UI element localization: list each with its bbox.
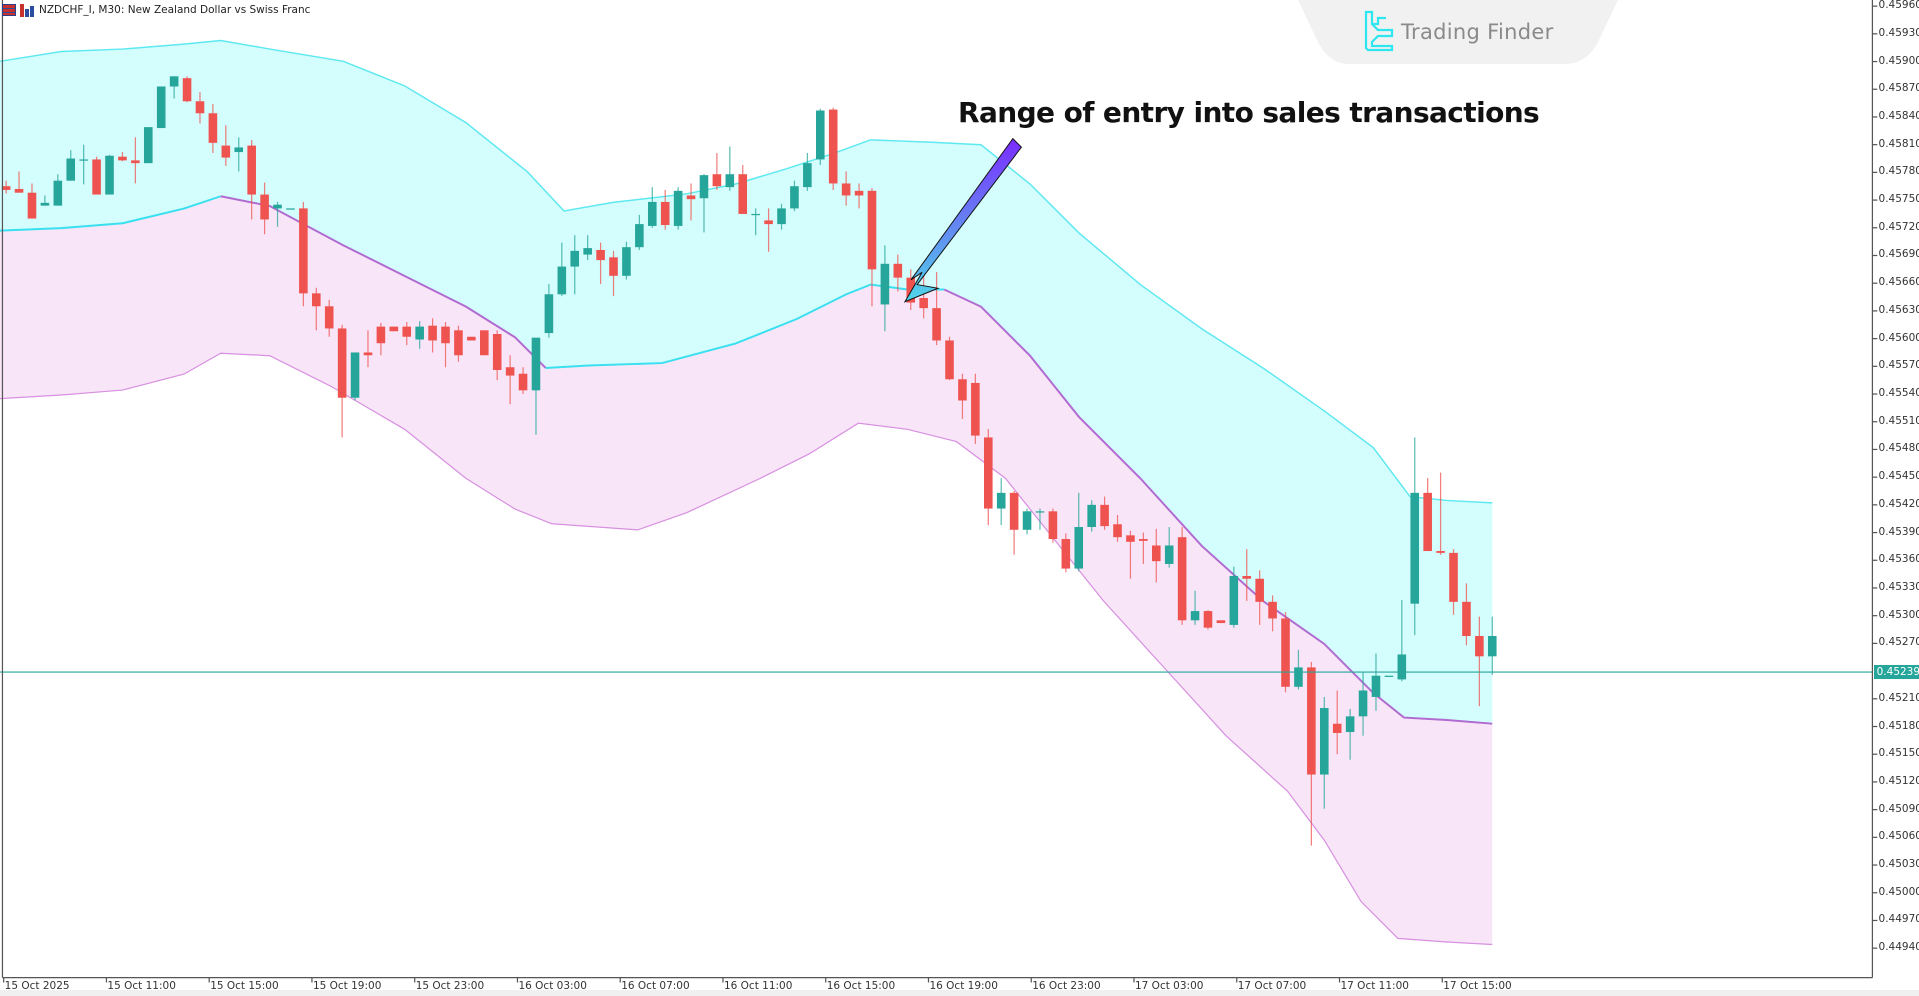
time-tick-label: 16 Oct 15:00: [826, 980, 896, 993]
time-tick-label: 15 Oct 2025: [4, 980, 70, 993]
chart-title: NZDCHF_I, M30: New Zealand Dollar vs Swi…: [39, 4, 311, 16]
price-tick-label: 0.45390: [1878, 525, 1919, 538]
candlesticks: [1, 76, 1497, 846]
price-tick-label: 0.44940: [1878, 941, 1919, 954]
price-tick-label: 0.45270: [1878, 636, 1919, 649]
price-tick-label: 0.45630: [1878, 303, 1919, 316]
price-tick-label: 0.45030: [1878, 858, 1919, 871]
price-tick-label: 0.45360: [1878, 553, 1919, 566]
price-tick-label: 0.45090: [1878, 802, 1919, 815]
price-tick-label: 0.45750: [1878, 193, 1919, 206]
annotation-text: Range of entry into sales transactions: [958, 96, 1540, 129]
time-tick-label: 17 Oct 07:00: [1237, 980, 1307, 993]
trading-finder-logo-icon: [1364, 10, 1394, 52]
price-tick-label: 0.45960: [1878, 0, 1919, 12]
price-axis-ticks: [1872, 5, 1878, 949]
trading-finder-watermark: Trading Finder: [1298, 0, 1618, 66]
chart-grid-icon[interactable]: [2, 4, 16, 16]
time-tick-label: 15 Oct 15:00: [210, 980, 279, 993]
price-tick-label: 0.45450: [1878, 470, 1919, 483]
time-tick-label: 17 Oct 11:00: [1340, 980, 1409, 993]
time-tick-label: 17 Oct 15:00: [1443, 980, 1512, 993]
time-tick-label: 15 Oct 19:00: [312, 980, 382, 993]
time-tick-label: 16 Oct 19:00: [929, 980, 998, 993]
price-tick-label: 0.45180: [1878, 719, 1919, 732]
price-tick-label: 0.45570: [1878, 359, 1919, 372]
time-tick-label: 15 Oct 11:00: [107, 980, 176, 993]
time-tick-label: 16 Oct 23:00: [1032, 980, 1101, 993]
price-tick-label: 0.45660: [1878, 276, 1919, 289]
current-price-badge: 0.45239: [1873, 665, 1919, 680]
price-tick-label: 0.45930: [1878, 26, 1919, 39]
time-tick-label: 16 Oct 11:00: [723, 980, 793, 993]
price-tick-label: 0.45540: [1878, 387, 1919, 400]
price-tick-label: 0.44970: [1878, 913, 1919, 926]
price-tick-label: 0.45810: [1878, 137, 1919, 150]
price-tick-label: 0.45510: [1878, 414, 1919, 427]
price-tick-label: 0.45000: [1878, 885, 1919, 898]
time-tick-label: 16 Oct 07:00: [621, 980, 690, 993]
time-tick-label: 15 Oct 23:00: [415, 980, 485, 993]
watermark-background: [1298, 0, 1618, 64]
price-tick-label: 0.45870: [1878, 82, 1919, 95]
chart-bars-icon[interactable]: [20, 3, 35, 17]
price-tick-label: 0.45330: [1878, 580, 1919, 593]
chart-title-bar: NZDCHF_I, M30: New Zealand Dollar vs Swi…: [2, 2, 310, 18]
price-tick-label: 0.45480: [1878, 442, 1919, 455]
price-tick-label: 0.45300: [1878, 608, 1919, 621]
price-tick-label: 0.45780: [1878, 165, 1919, 178]
time-axis-ticks: [3, 977, 1443, 983]
watermark-brand: Trading Finder: [1401, 20, 1554, 44]
price-tick-label: 0.45210: [1878, 691, 1919, 704]
time-tick-label: 17 Oct 03:00: [1134, 980, 1204, 993]
time-tick-label: 16 Oct 03:00: [518, 980, 587, 993]
price-tick-label: 0.45900: [1878, 54, 1919, 67]
horizontal-scrollbar[interactable]: [0, 990, 1919, 996]
price-tick-label: 0.45420: [1878, 497, 1919, 510]
price-tick-label: 0.45150: [1878, 747, 1919, 760]
price-tick-label: 0.45690: [1878, 248, 1919, 261]
price-tick-label: 0.45060: [1878, 830, 1919, 843]
price-tick-label: 0.45600: [1878, 331, 1919, 344]
volatility-bands: [0, 39, 1493, 946]
price-tick-label: 0.45120: [1878, 774, 1919, 787]
annotation-arrow-icon: [903, 137, 1023, 303]
price-tick-label: 0.45840: [1878, 109, 1919, 122]
price-tick-label: 0.45720: [1878, 220, 1919, 233]
